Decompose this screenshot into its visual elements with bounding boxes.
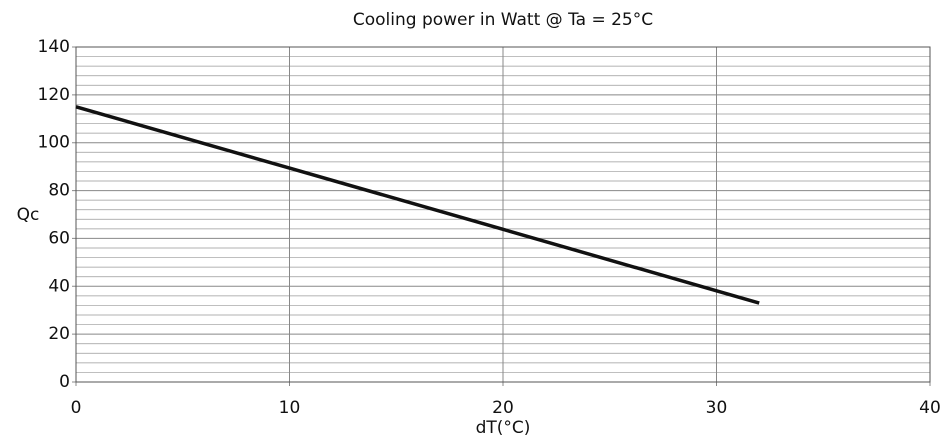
y-tick-label: 20	[48, 324, 70, 344]
y-tick-label: 80	[48, 181, 70, 201]
x-tick-label: 30	[706, 398, 728, 418]
data-line	[75, 105, 760, 305]
y-tick-label: 140	[38, 37, 70, 57]
chart-title: Cooling power in Watt @ Ta = 25°C	[353, 10, 653, 30]
y-axis-label: Qc	[17, 205, 40, 225]
x-tick-label: 20	[492, 398, 514, 418]
x-tick-label: 10	[279, 398, 301, 418]
x-tick-label: 0	[71, 398, 82, 418]
y-tick-label: 120	[38, 85, 70, 105]
y-tick-label: 40	[48, 276, 70, 296]
y-tick-label: 0	[59, 372, 70, 392]
y-tick-label: 100	[38, 133, 70, 153]
x-tick-label: 40	[919, 398, 941, 418]
x-axis-label: dT(°C)	[476, 418, 531, 438]
plot-frame	[75, 46, 931, 383]
y-tick-label: 60	[48, 228, 70, 248]
